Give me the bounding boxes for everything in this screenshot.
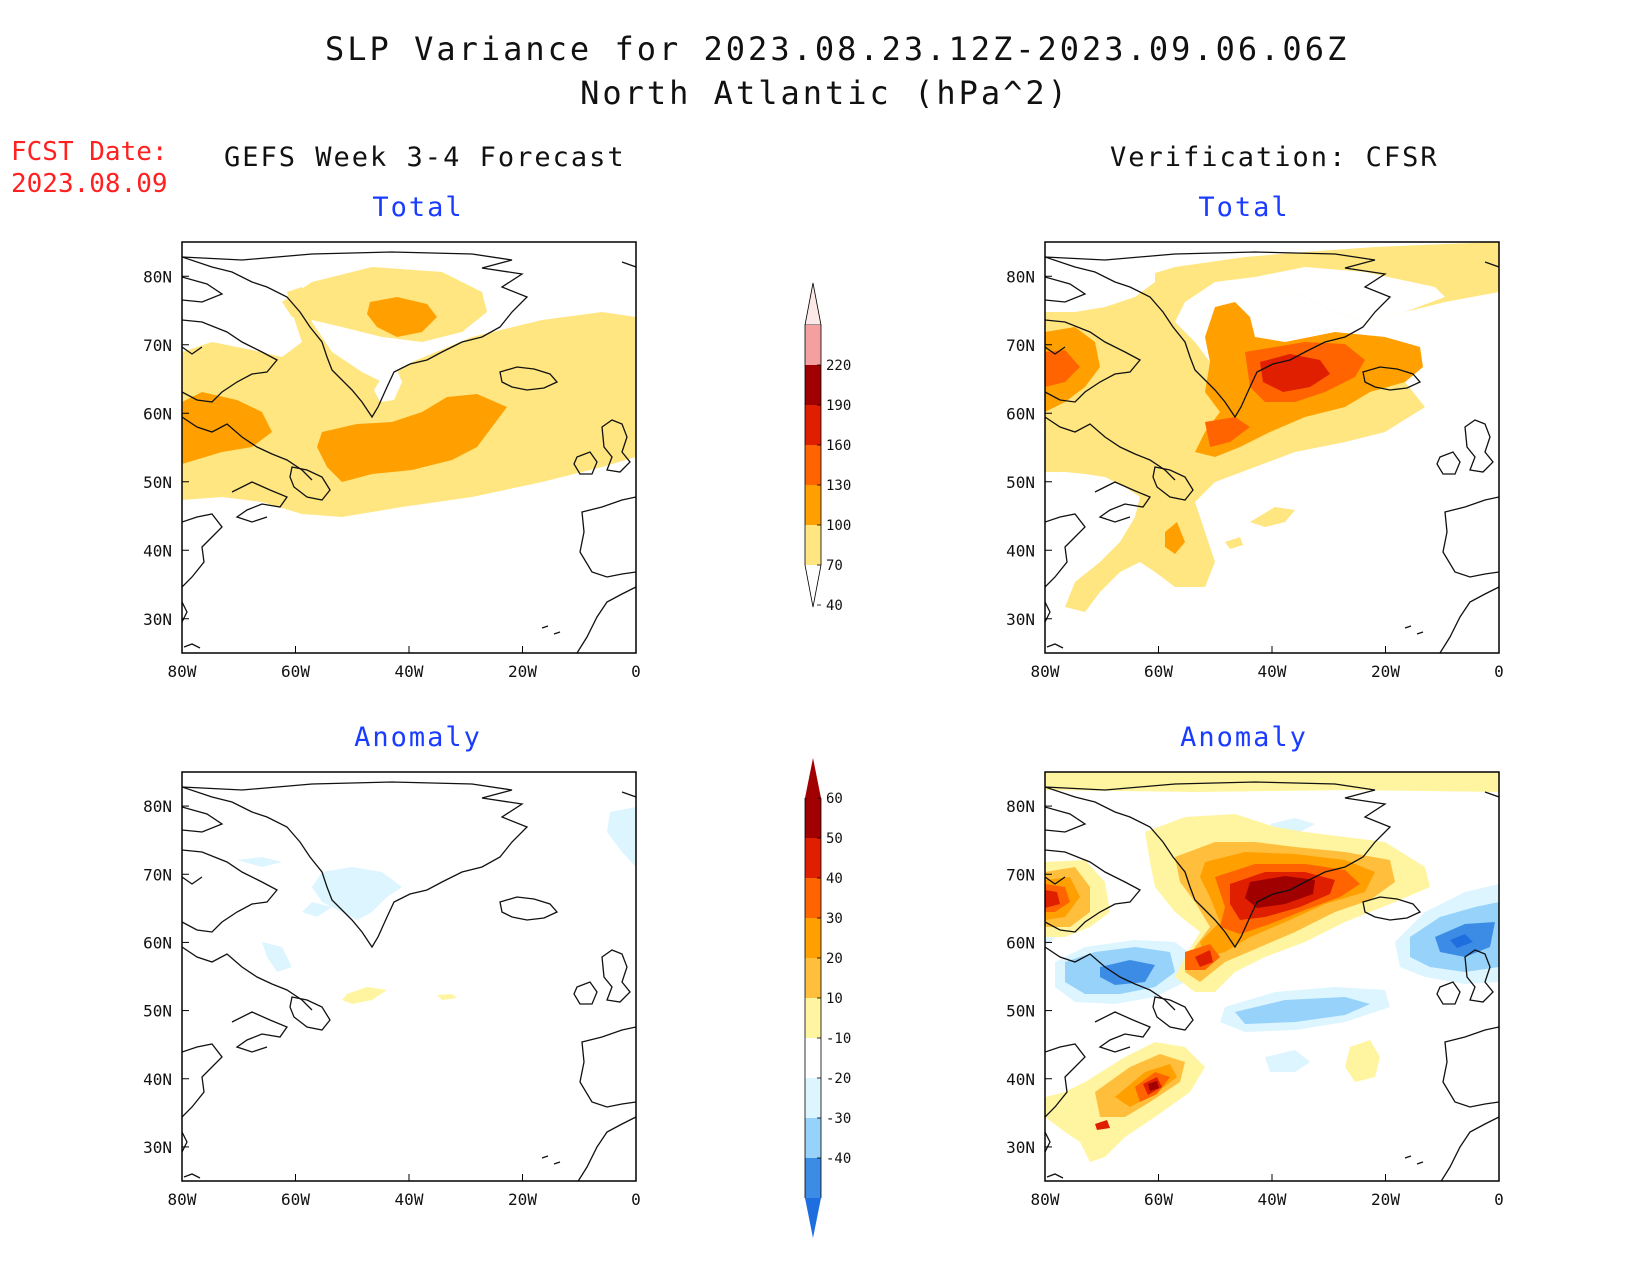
map-panel-verification-total [1044,241,1500,654]
fcst-date-value: 2023.08.09 [11,169,168,199]
colorbar-total-swatch [805,325,821,365]
colorbar-total-swatch [805,485,821,525]
colorbar-anomaly-bottom-arrow [805,1198,821,1238]
lat-tick-label: 60N [143,404,172,423]
lat-tick-label: 80N [1006,797,1035,816]
colorbar-anomaly: 60 50 40 30 20 10 -10 -20 -30 -40 [804,758,851,1238]
colorbar-anomaly-swatch [805,878,821,918]
colorbar-anomaly-swatch [805,958,821,998]
colorbar-anomaly-label: 50 [826,831,843,847]
lon-tick-label: 0 [1494,1190,1504,1209]
lon-tick-label: 40W [395,662,424,681]
fcst-date-label: FCST Date: [11,137,168,167]
lat-tick-label: 50N [143,1002,172,1021]
lat-tick-label: 50N [1006,473,1035,492]
lat-tick-label: 40N [143,1070,172,1089]
colorbar-anomaly-swatch [805,1158,821,1198]
lon-tick-label: 40W [1258,1190,1287,1209]
lat-tick-label: 60N [1006,404,1035,423]
lon-tick-label: 80W [1031,662,1060,681]
lat-tick-label: 70N [143,865,172,884]
lat-tick-label: 30N [143,610,172,629]
colorbar-anomaly-label: -30 [826,1111,851,1127]
lat-tick-label: 40N [143,541,172,560]
lon-tick-label: 40W [395,1190,424,1209]
colorbar-anomaly-swatch [805,1038,821,1078]
lat-tick-label: 30N [143,1138,172,1157]
lon-tick-label: 40W [1258,662,1287,681]
lon-tick-label: 80W [168,662,197,681]
panel-title-bottom-right: Anomaly [1180,722,1308,753]
colorbar-anomaly-label: 10 [826,991,843,1007]
colorbar-total-label: 70 [826,558,843,574]
lon-tick-label: 60W [1144,1190,1173,1209]
colorbar-anomaly-swatch [805,998,821,1038]
colorbar-anomaly-label: 20 [826,951,843,967]
colorbar-anomaly-swatch [805,918,821,958]
map-panel-verification-anomaly [1044,771,1500,1182]
colorbar-total-label: 130 [826,478,851,494]
colorbar-total-swatch [805,445,821,485]
colorbar-total-label: 220 [826,358,851,374]
lat-tick-label: 70N [1006,336,1035,355]
colorbar-total-swatch [805,405,821,445]
lat-tick-label: 60N [1006,933,1035,952]
colorbar-total: 220 190 160 130 100 70 40 [804,282,851,614]
right-column-title: Verification: CFSR [1110,142,1439,173]
panel-title-top-left: Total [372,192,464,223]
colorbar-anomaly-label: -20 [826,1071,851,1087]
figure-title-line1: SLP Variance for 2023.08.23.12Z-2023.09.… [325,30,1350,68]
lon-tick-label: 60W [281,662,310,681]
colorbar-anomaly-label: 60 [826,791,843,807]
lat-tick-label: 50N [143,473,172,492]
colorbar-total-label: 160 [826,438,851,454]
colorbar-anomaly-label: -40 [826,1151,851,1167]
lon-tick-label: 20W [508,662,537,681]
map-panel-forecast-anomaly [181,771,637,1182]
lat-tick-label: 40N [1006,1070,1035,1089]
lon-tick-label: 20W [1371,662,1400,681]
colorbar-anomaly-label: -10 [826,1031,851,1047]
colorbar-total-top-arrow [804,282,822,326]
lat-tick-label: 80N [143,797,172,816]
lon-tick-label: 80W [168,1190,197,1209]
lat-tick-label: 70N [143,336,172,355]
colorbar-anomaly-top-arrow [805,758,821,798]
colorbar-total-label: 100 [826,518,851,534]
figure-title-line2: North Atlantic (hPa^2) [580,74,1070,112]
lat-tick-label: 80N [143,267,172,286]
colorbar-anomaly-swatch [805,798,821,838]
colorbar-anomaly-swatch [805,1118,821,1158]
colorbar-total-bottom-arrow [804,564,822,608]
axes-layer: 80N 70N 60N 50N 40N 30N 80W 60W 40W 20W 0 80N 70N 60N… [143,267,1504,1209]
colorbar-anomaly-label: 30 [826,911,843,927]
colorbar-total-swatch [805,365,821,405]
colorbar-total-swatch [805,525,821,565]
lat-tick-label: 80N [1006,267,1035,286]
lon-tick-label: 80W [1031,1190,1060,1209]
lon-tick-label: 20W [508,1190,537,1209]
colorbar-anomaly-swatch [805,1078,821,1118]
colorbar-total-label: 40 [826,598,843,614]
lon-tick-label: 0 [631,1190,641,1209]
panel-title-top-right: Total [1198,192,1290,223]
lon-tick-label: 0 [1494,662,1504,681]
colorbar-total-label: 190 [826,398,851,414]
lat-tick-label: 70N [1006,865,1035,884]
lat-tick-label: 30N [1006,1138,1035,1157]
lon-tick-label: 60W [281,1190,310,1209]
lat-tick-label: 40N [1006,541,1035,560]
map-panel-forecast-total [181,241,637,654]
lon-tick-label: 20W [1371,1190,1400,1209]
lat-tick-label: 50N [1006,1002,1035,1021]
lat-tick-label: 30N [1006,610,1035,629]
lon-tick-label: 60W [1144,662,1173,681]
lat-tick-label: 60N [143,933,172,952]
colorbar-anomaly-label: 40 [826,871,843,887]
left-column-title: GEFS Week 3-4 Forecast [224,142,626,173]
panel-title-bottom-left: Anomaly [354,722,482,753]
colorbar-anomaly-swatch [805,838,821,878]
lon-tick-label: 0 [631,662,641,681]
